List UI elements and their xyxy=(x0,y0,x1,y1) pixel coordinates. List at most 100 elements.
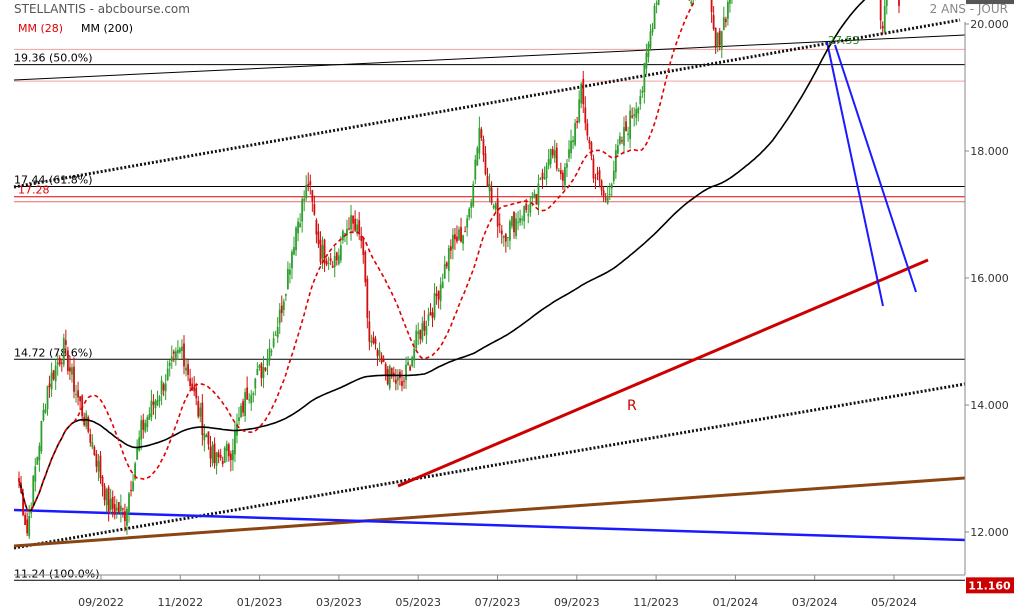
candle-body xyxy=(718,30,721,46)
candle-body xyxy=(154,400,157,409)
candle-body xyxy=(73,366,75,392)
candle-body xyxy=(256,369,259,375)
candle-body xyxy=(234,430,236,455)
candle-body xyxy=(635,109,638,118)
candle-body xyxy=(107,487,110,513)
candle-body xyxy=(309,181,312,185)
candle-body xyxy=(219,455,222,459)
candle-body xyxy=(480,129,483,139)
x-tick-label: 05/2023 xyxy=(395,596,441,609)
candle-body xyxy=(111,497,114,509)
candle-body xyxy=(284,293,287,296)
candle-body xyxy=(48,383,51,388)
candle-body xyxy=(390,368,393,377)
x-tick-label: 03/2024 xyxy=(792,596,838,609)
chart-title: STELLANTIS - abcbourse.com xyxy=(14,2,190,16)
candle-body xyxy=(431,312,434,319)
candle-body xyxy=(126,508,128,526)
candle-body xyxy=(346,228,348,236)
candle-body xyxy=(79,396,82,402)
candle-body xyxy=(156,400,159,406)
candle-body xyxy=(535,194,538,205)
candle-body xyxy=(610,184,613,189)
candle-body xyxy=(633,114,636,116)
period-label: 2 ANS - JOUR xyxy=(930,2,1008,16)
price-badge xyxy=(966,577,1014,594)
candle-body xyxy=(716,32,719,47)
candle-body xyxy=(209,446,212,459)
fib-level-label: 11.24 (100.0%) xyxy=(14,567,100,580)
candle-body xyxy=(449,246,452,251)
candle-body xyxy=(193,386,196,392)
candle-body xyxy=(34,466,37,482)
candle-body xyxy=(270,351,273,353)
candle-body xyxy=(639,96,642,105)
candle-body xyxy=(268,348,271,361)
candle-body xyxy=(140,420,143,440)
candle-body xyxy=(651,28,654,33)
candle-body xyxy=(498,223,501,226)
candle-body xyxy=(289,269,291,275)
candle-body xyxy=(600,180,603,191)
candle-body xyxy=(476,148,479,166)
candle-body xyxy=(490,187,493,203)
candle-body xyxy=(547,159,550,166)
channel-line-blue-right xyxy=(834,44,917,293)
candle-body xyxy=(729,0,731,4)
candle-body xyxy=(146,417,149,428)
candle-body xyxy=(64,340,67,345)
candle-body xyxy=(553,150,556,159)
candle-body xyxy=(258,365,261,368)
candle-body xyxy=(331,265,334,268)
candle-body xyxy=(89,434,92,443)
candle-body xyxy=(352,215,354,224)
candle-body xyxy=(46,385,49,410)
candle-body xyxy=(62,338,65,365)
candle-body xyxy=(293,247,295,255)
candle-body xyxy=(584,107,587,123)
price-badge-label: 20.440 xyxy=(968,0,1011,3)
candle-body xyxy=(252,393,255,396)
candle-body xyxy=(305,184,308,199)
candle-body xyxy=(596,172,599,174)
candle-body xyxy=(335,252,338,261)
candle-body xyxy=(99,455,102,479)
y-tick-label: 16.000 xyxy=(970,272,1009,285)
candle-body xyxy=(227,444,230,457)
candle-body xyxy=(541,172,544,179)
candle-body xyxy=(103,485,106,501)
candle-body xyxy=(217,452,220,458)
candle-body xyxy=(468,208,471,218)
candle-body xyxy=(319,239,322,262)
price-badge xyxy=(966,0,1014,5)
candle-body xyxy=(348,228,350,230)
trend-line-blue-descending xyxy=(13,508,966,542)
candle-body xyxy=(506,237,509,239)
candle-body xyxy=(435,293,438,296)
candle-body xyxy=(504,234,507,242)
candle-body xyxy=(576,120,579,123)
candle-body xyxy=(311,190,314,202)
candle-body xyxy=(883,5,886,33)
candle-body xyxy=(317,231,320,245)
candle-body xyxy=(172,351,175,354)
candle-body xyxy=(223,447,226,463)
candle-body xyxy=(278,309,281,324)
candle-body xyxy=(83,416,86,426)
candle-body xyxy=(474,159,477,180)
trend-line-top-thin xyxy=(13,34,966,81)
candle-body xyxy=(460,227,462,242)
candle-body xyxy=(411,357,414,367)
candle-body xyxy=(160,380,163,395)
candle-body xyxy=(586,123,589,136)
candle-body xyxy=(647,43,650,58)
candle-body xyxy=(26,519,29,534)
candle-body xyxy=(295,227,297,251)
candle-body xyxy=(427,314,430,321)
candle-body xyxy=(466,218,469,228)
candle-body xyxy=(158,396,161,402)
candle-body xyxy=(93,446,96,455)
candle-body xyxy=(215,452,218,466)
candle-body xyxy=(574,122,577,145)
candle-body xyxy=(423,320,426,331)
